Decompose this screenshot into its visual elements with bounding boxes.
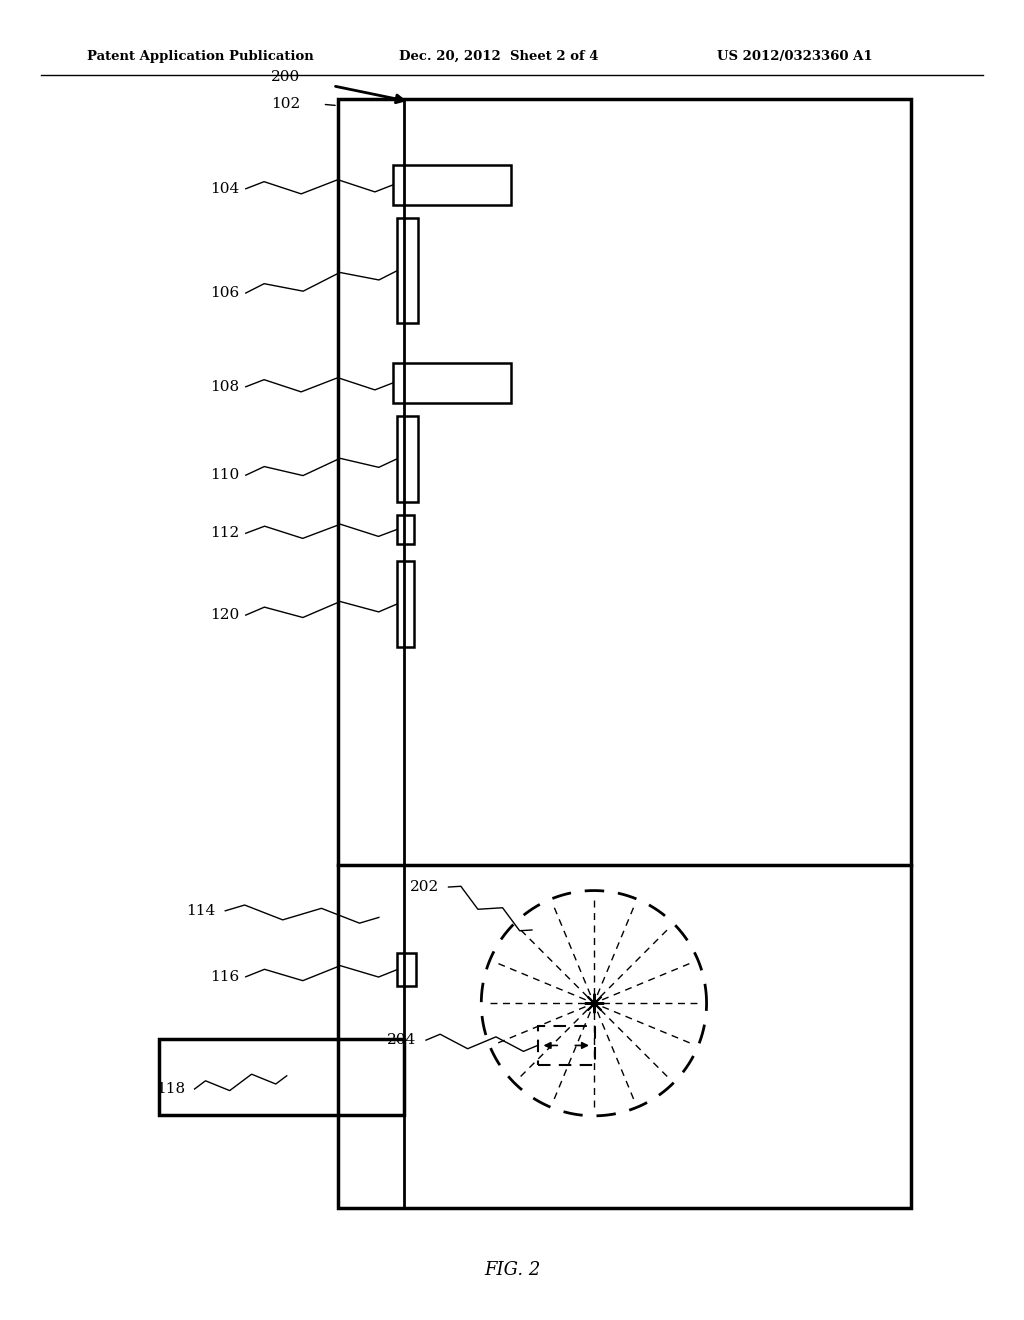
Bar xyxy=(538,1026,595,1065)
Text: 108: 108 xyxy=(210,380,239,393)
Text: 114: 114 xyxy=(186,904,216,917)
Bar xyxy=(159,1039,404,1115)
Bar xyxy=(397,416,418,502)
Bar xyxy=(397,515,414,544)
Bar xyxy=(397,218,418,323)
Text: 116: 116 xyxy=(210,970,240,983)
Text: 112: 112 xyxy=(210,527,240,540)
Bar xyxy=(397,953,416,986)
Text: 110: 110 xyxy=(210,469,240,482)
Bar xyxy=(393,165,511,205)
Text: 106: 106 xyxy=(210,286,240,300)
Text: 120: 120 xyxy=(210,609,240,622)
Bar xyxy=(393,363,511,403)
Text: 200: 200 xyxy=(271,70,301,83)
Text: US 2012/0323360 A1: US 2012/0323360 A1 xyxy=(717,50,872,63)
Text: 204: 204 xyxy=(387,1034,417,1047)
Text: Patent Application Publication: Patent Application Publication xyxy=(87,50,313,63)
Text: 104: 104 xyxy=(210,182,240,195)
Text: FIG. 2: FIG. 2 xyxy=(483,1261,541,1279)
Text: 118: 118 xyxy=(156,1082,184,1096)
Bar xyxy=(338,99,911,1208)
Bar xyxy=(397,561,414,647)
Text: 102: 102 xyxy=(271,98,301,111)
Text: 202: 202 xyxy=(410,880,439,894)
Text: Dec. 20, 2012  Sheet 2 of 4: Dec. 20, 2012 Sheet 2 of 4 xyxy=(399,50,599,63)
